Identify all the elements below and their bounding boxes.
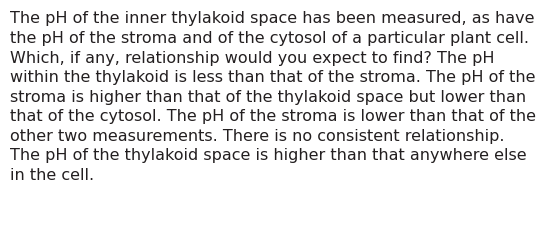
Text: The pH of the inner thylakoid space has been measured, as have
the pH of the str: The pH of the inner thylakoid space has … — [10, 11, 536, 182]
